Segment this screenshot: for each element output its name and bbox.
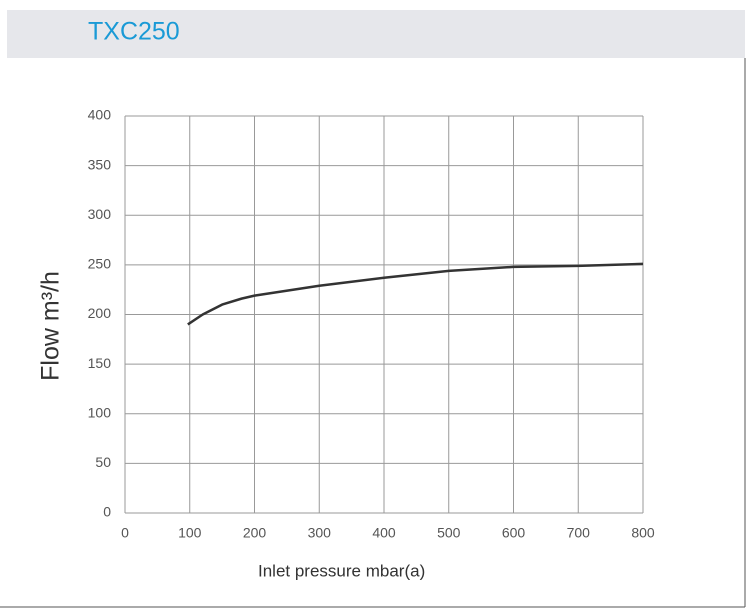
header-title: TXC250 [88, 18, 180, 46]
x-tick-label: 700 [567, 525, 591, 541]
x-tick-label: 400 [372, 525, 396, 541]
x-tick-label: 300 [308, 525, 332, 541]
x-tick-label: 800 [631, 525, 655, 541]
y-tick-label: 100 [88, 404, 112, 420]
y-tick-label: 300 [88, 206, 112, 222]
line-series [187, 262, 644, 326]
x-tick-label: 500 [437, 525, 461, 541]
y-axis-label: Flow m³/h [37, 271, 65, 381]
x-tick-label: 600 [502, 525, 526, 541]
y-tick-label: 400 [88, 107, 112, 123]
y-tick-label: 250 [88, 256, 112, 272]
x-tick-label: 100 [178, 525, 202, 541]
x-axis-label: Inlet pressure mbar(a) [258, 561, 425, 580]
y-tick-label: 350 [88, 156, 112, 172]
y-tick-label: 0 [103, 504, 111, 520]
header-bar [7, 10, 745, 58]
x-tick-label: 200 [243, 525, 267, 541]
y-tick-label: 150 [88, 355, 112, 371]
x-tick-label: 0 [121, 525, 129, 541]
y-tick-label: 50 [95, 454, 111, 470]
y-tick-label: 200 [88, 305, 112, 321]
plot: 0 50 100 150 200 250 300 350 400 0 100 200 300 400 500… [88, 107, 655, 541]
